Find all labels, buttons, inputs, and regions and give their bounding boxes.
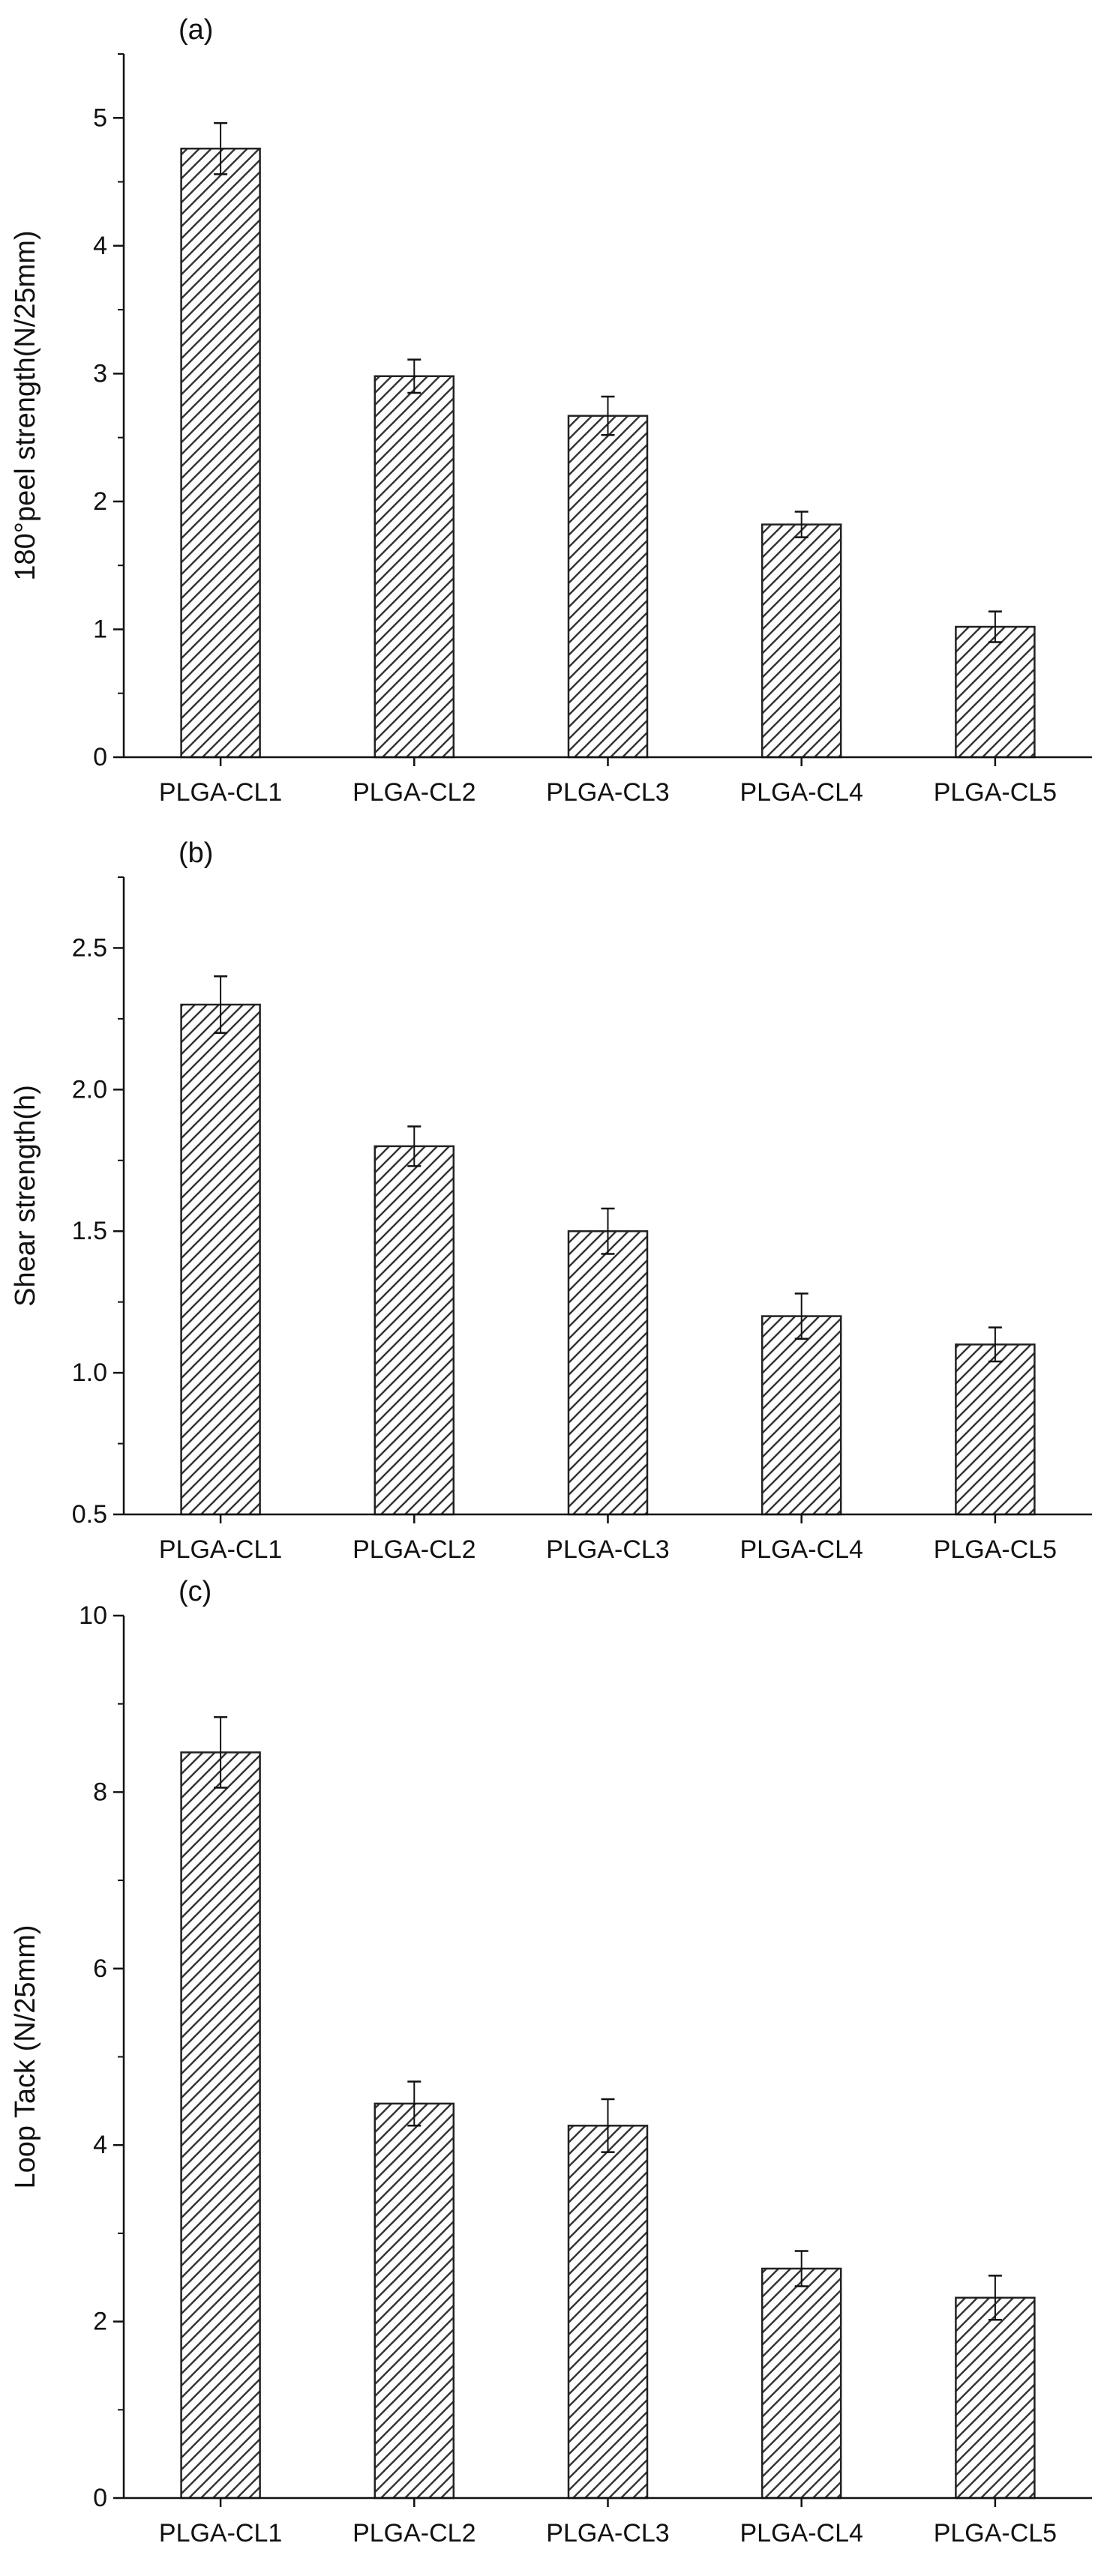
y-tick-label: 1.0 (72, 1358, 107, 1387)
bar-plga-cl4 (760, 1315, 842, 1516)
y-tick-label: 10 (79, 1601, 107, 1630)
y-axis-title: Shear strength(h) (10, 1085, 41, 1307)
y-tick-label: 1.5 (72, 1217, 107, 1245)
panel-label: (b) (178, 837, 213, 869)
x-tick-label: PLGA-CL1 (159, 2519, 282, 2548)
y-tick-label: 1 (93, 615, 107, 643)
bar-plga-cl5 (955, 2296, 1036, 2500)
y-tick-label: 4 (93, 232, 107, 260)
y-tick-label: 2.0 (72, 1075, 107, 1104)
bar-plga-cl4 (760, 523, 842, 759)
bar-plga-cl5 (955, 1343, 1036, 1516)
x-tick-label: PLGA-CL5 (934, 778, 1057, 807)
bar-plga-cl3 (567, 415, 649, 759)
bar-plga-cl1 (180, 1003, 261, 1516)
x-tick-label: PLGA-CL1 (159, 778, 282, 807)
x-tick-label: PLGA-CL2 (352, 2519, 476, 2548)
panel-label: (a) (178, 14, 213, 46)
bar-plga-cl2 (374, 2102, 455, 2500)
x-tick-label: PLGA-CL2 (352, 778, 476, 807)
x-tick-label: PLGA-CL1 (159, 1535, 282, 1564)
y-tick-label: 6 (93, 1954, 107, 1983)
chart-panel-1: 0 1 2 3 4 5 PLGA-CL1 PLGA-CL2 PLGA-CL3 PLGA-CL4 PL… (10, 14, 1092, 807)
y-tick-label: 2 (93, 487, 107, 516)
x-tick-label: PLGA-CL4 (740, 778, 862, 807)
x-tick-label: PLGA-CL5 (934, 2519, 1057, 2548)
x-tick-label: PLGA-CL4 (740, 1535, 862, 1564)
y-tick-label: 2.5 (72, 933, 107, 962)
y-tick-label: 8 (93, 1778, 107, 1806)
bar-plga-cl4 (760, 2267, 842, 2500)
bar-plga-cl1 (180, 1751, 261, 2500)
bar-plga-cl3 (567, 2125, 649, 2500)
bar-plga-cl5 (955, 625, 1036, 759)
panel-label: (c) (178, 1576, 212, 1607)
x-tick-label: PLGA-CL5 (934, 1535, 1057, 1564)
y-tick-label: 4 (93, 2131, 107, 2159)
y-tick-label: 5 (93, 103, 107, 132)
chart-panel-2: 0.5 1.0 1.5 2.0 2.5 PLGA-CL1 PLGA-CL2 PLGA-CL3 P… (10, 837, 1092, 1564)
x-tick-label: PLGA-CL3 (546, 1535, 669, 1564)
x-tick-label: PLGA-CL2 (352, 1535, 476, 1564)
x-tick-label: PLGA-CL3 (546, 2519, 669, 2548)
bar-plga-cl1 (180, 147, 261, 759)
bar-plga-cl2 (374, 1145, 455, 1516)
y-tick-label: 0 (93, 743, 107, 771)
bar-plga-cl2 (374, 375, 455, 759)
y-axis-title: 180°peel strength(N/25mm) (10, 230, 41, 580)
bar-plga-cl3 (567, 1230, 649, 1516)
y-tick-label: 3 (93, 359, 107, 388)
chart-panel-3: 0 2 4 6 8 10 PLGA-CL1 PLGA-CL2 PLGA-CL3 PLGA-CL4 P… (10, 1576, 1092, 2548)
x-tick-label: PLGA-CL3 (546, 778, 669, 807)
x-tick-label: PLGA-CL4 (740, 2519, 862, 2548)
y-tick-label: 0 (93, 2484, 107, 2512)
y-axis-title: Loop Tack (N/25mm) (10, 1925, 41, 2189)
y-tick-label: 0.5 (72, 1500, 107, 1529)
y-tick-label: 2 (93, 2308, 107, 2336)
